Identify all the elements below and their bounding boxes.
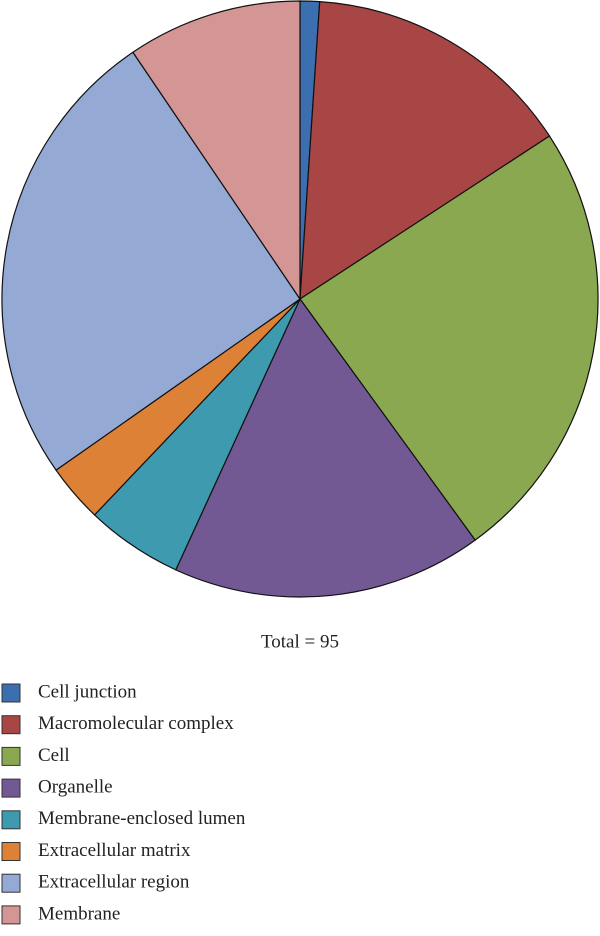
legend-swatch [1, 842, 21, 861]
pie-slice [299, 1, 551, 301]
legend-label: Membrane-enclosed lumen [38, 808, 246, 829]
legend-swatch [1, 683, 21, 703]
legend-swatch [1, 810, 21, 830]
legend-swatch [1, 905, 21, 925]
legend-label: Cell [38, 745, 70, 766]
legend-swatch [1, 873, 21, 893]
chart-subtitle: Total = 95 [261, 631, 339, 652]
legend-label: Extracellular region [38, 872, 190, 893]
pie-slice [299, 135, 599, 541]
pie-slice [1, 51, 301, 471]
legend-label: Organelle [38, 776, 113, 797]
legend-label: Macromolecular complex [38, 713, 234, 734]
pie-slice [175, 297, 476, 598]
legend-swatch [1, 778, 21, 798]
legend-swatch [1, 715, 21, 735]
legend-label: Extracellular matrix [38, 840, 191, 861]
legend-label: Membrane [38, 903, 120, 924]
pie-slice [132, 0, 301, 301]
legend-swatch [1, 746, 21, 766]
legend-label: Cell junction [38, 681, 137, 702]
